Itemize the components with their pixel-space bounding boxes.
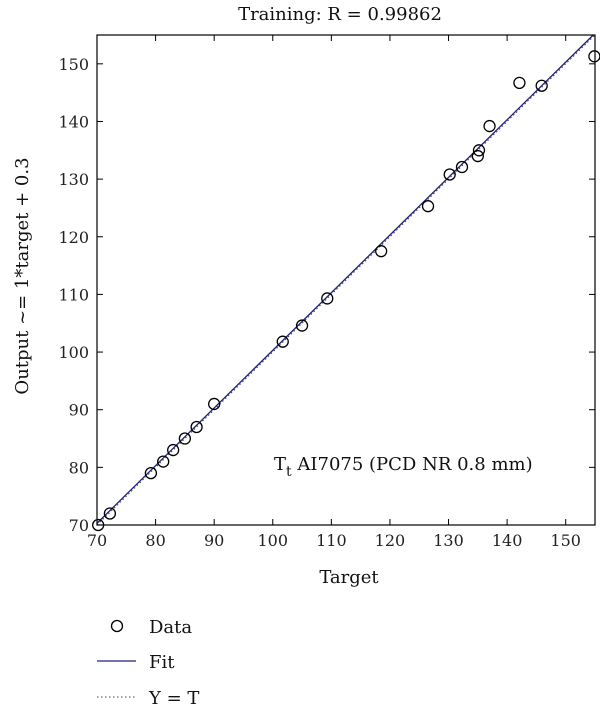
legend-label: Y = T bbox=[148, 688, 199, 709]
data-point bbox=[208, 397, 221, 411]
annotation-subscript: t bbox=[286, 464, 292, 480]
legend: Data Fit Y = T bbox=[97, 617, 199, 709]
data-point bbox=[295, 319, 309, 332]
y-axis-label: Output ~= 1*target + 0.3 bbox=[12, 157, 33, 394]
data-point bbox=[103, 507, 117, 520]
y-tick-label: 120 bbox=[58, 228, 89, 247]
y-tick-label: 100 bbox=[58, 343, 89, 362]
y-tick-label: 90 bbox=[69, 401, 89, 420]
identity-line bbox=[96, 34, 596, 526]
annotation-label: Tt AI7075 (PCD NR 0.8 mm) bbox=[274, 454, 533, 480]
data-point bbox=[92, 518, 105, 532]
data-point bbox=[513, 76, 526, 89]
chart-title: Training: R = 0.99862 bbox=[238, 4, 442, 25]
data-point bbox=[472, 144, 486, 157]
x-tick-label: 90 bbox=[204, 531, 224, 550]
x-tick-label: 130 bbox=[433, 531, 464, 550]
data-point bbox=[157, 455, 170, 468]
data-point bbox=[321, 292, 334, 305]
data-point bbox=[471, 149, 484, 163]
legend-label: Fit bbox=[149, 652, 175, 673]
x-tick-label: 120 bbox=[375, 531, 406, 550]
y-tick-label: 140 bbox=[58, 112, 89, 131]
fit-line bbox=[96, 34, 594, 524]
data-point bbox=[276, 335, 289, 348]
data-point bbox=[483, 119, 496, 133]
annotation-rest: AI7075 (PCD NR 0.8 mm) bbox=[292, 454, 533, 475]
data-point bbox=[375, 245, 388, 258]
y-tick-label: 70 bbox=[69, 516, 89, 535]
plot-frame bbox=[96, 34, 596, 526]
x-tick-label: 110 bbox=[316, 531, 347, 550]
data-point bbox=[190, 420, 203, 434]
data-point bbox=[421, 200, 435, 213]
x-tick-label: 140 bbox=[492, 531, 523, 550]
data-point bbox=[144, 466, 158, 480]
data-point bbox=[455, 160, 469, 174]
data-point bbox=[178, 432, 192, 445]
data-point bbox=[167, 443, 180, 457]
annotation-main: T bbox=[274, 454, 286, 475]
plot-area: 70 80 90 100 110 120 130 140 150 70 80 90 100 110 120 1… bbox=[58, 34, 600, 550]
x-axis-label: Target bbox=[319, 567, 379, 588]
x-tick-label: 70 bbox=[87, 531, 107, 550]
data-point bbox=[443, 168, 456, 181]
x-tick-label: 100 bbox=[257, 531, 288, 550]
legend-label: Data bbox=[149, 617, 192, 638]
y-tick-label: 110 bbox=[58, 285, 89, 304]
x-tick-label: 150 bbox=[550, 531, 581, 550]
x-tick-label: 80 bbox=[145, 531, 165, 550]
data-point bbox=[535, 79, 548, 92]
y-tick-label: 150 bbox=[58, 55, 89, 74]
legend-data-marker bbox=[110, 619, 124, 633]
y-tick-label: 130 bbox=[58, 170, 89, 189]
y-tick-label: 80 bbox=[69, 458, 89, 477]
